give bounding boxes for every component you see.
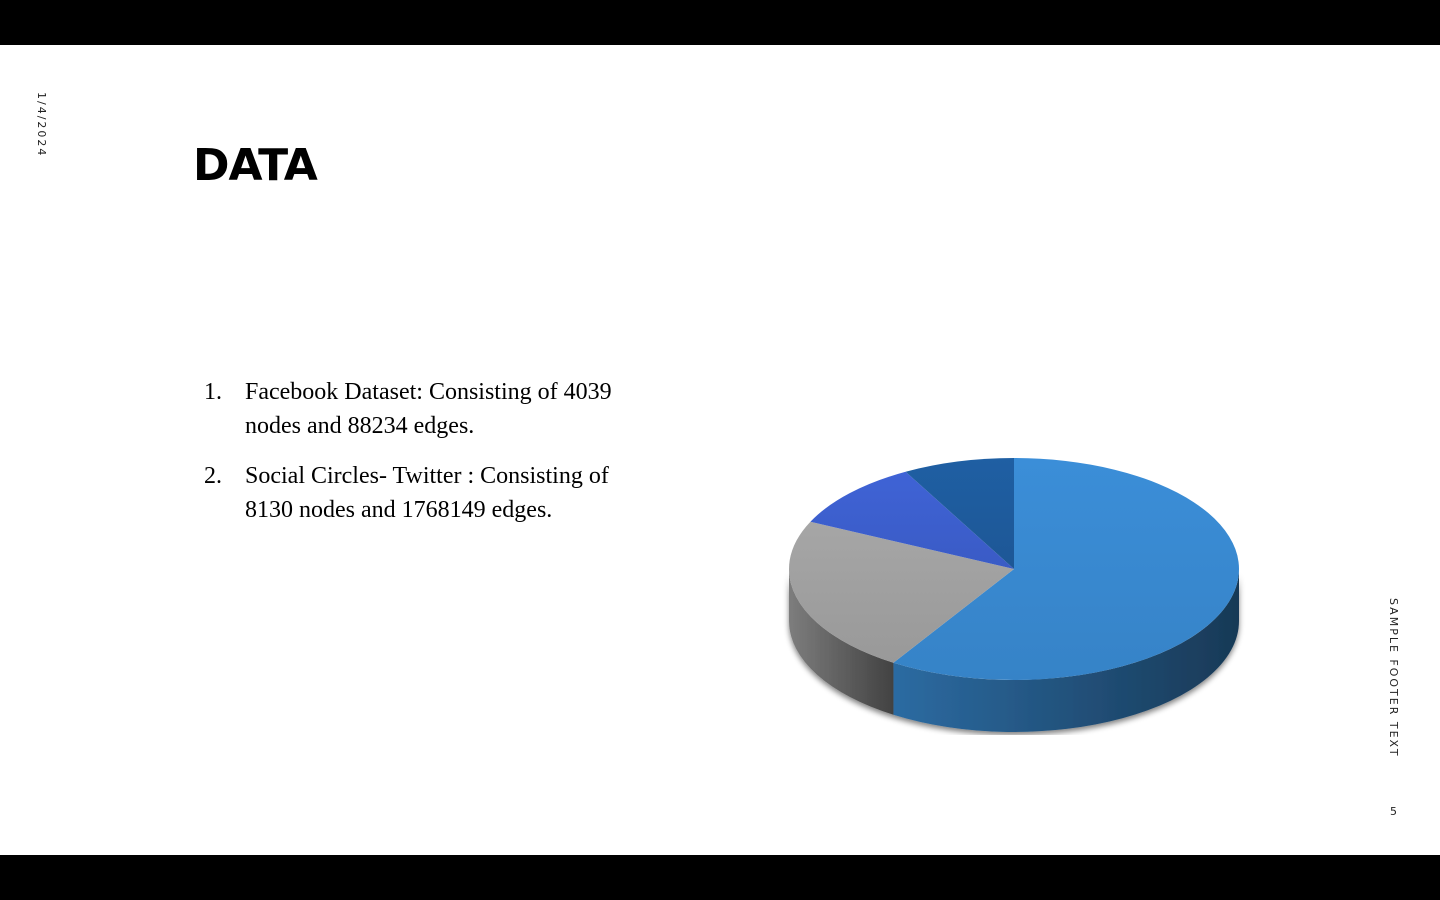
list-item: 1. Facebook Dataset: Consisting of 4039 … xyxy=(204,375,634,443)
footer-text: SAMPLE FOOTER TEXT xyxy=(1387,598,1400,758)
pie-chart xyxy=(789,458,1239,732)
pie-slice xyxy=(789,521,1014,663)
pie-slice-side xyxy=(893,569,1239,732)
pie-slice xyxy=(893,458,1239,680)
page-number: 5 xyxy=(1390,805,1397,818)
slide-title: DATA xyxy=(193,140,318,191)
pie-slice-side xyxy=(789,569,894,715)
letterbox-top xyxy=(0,0,1440,45)
list-item-number: 2. xyxy=(204,463,222,489)
letterbox-bottom xyxy=(0,855,1440,900)
list-item-text: Facebook Dataset: Consisting of 4039 nod… xyxy=(245,379,612,439)
slide: 1/4/2024 DATA 1. Facebook Dataset: Consi… xyxy=(0,45,1440,855)
pie-slice xyxy=(810,471,1014,569)
pie-top-layer xyxy=(789,458,1239,680)
dataset-list: 1. Facebook Dataset: Consisting of 4039 … xyxy=(204,375,634,543)
pie-slice xyxy=(905,458,1014,569)
list-item: 2. Social Circles- Twitter : Consisting … xyxy=(204,459,634,527)
slide-date: 1/4/2024 xyxy=(35,92,48,158)
pie-side-layer xyxy=(789,569,1239,732)
list-item-text: Social Circles- Twitter : Consisting of … xyxy=(245,463,609,523)
list-item-number: 1. xyxy=(204,379,222,405)
